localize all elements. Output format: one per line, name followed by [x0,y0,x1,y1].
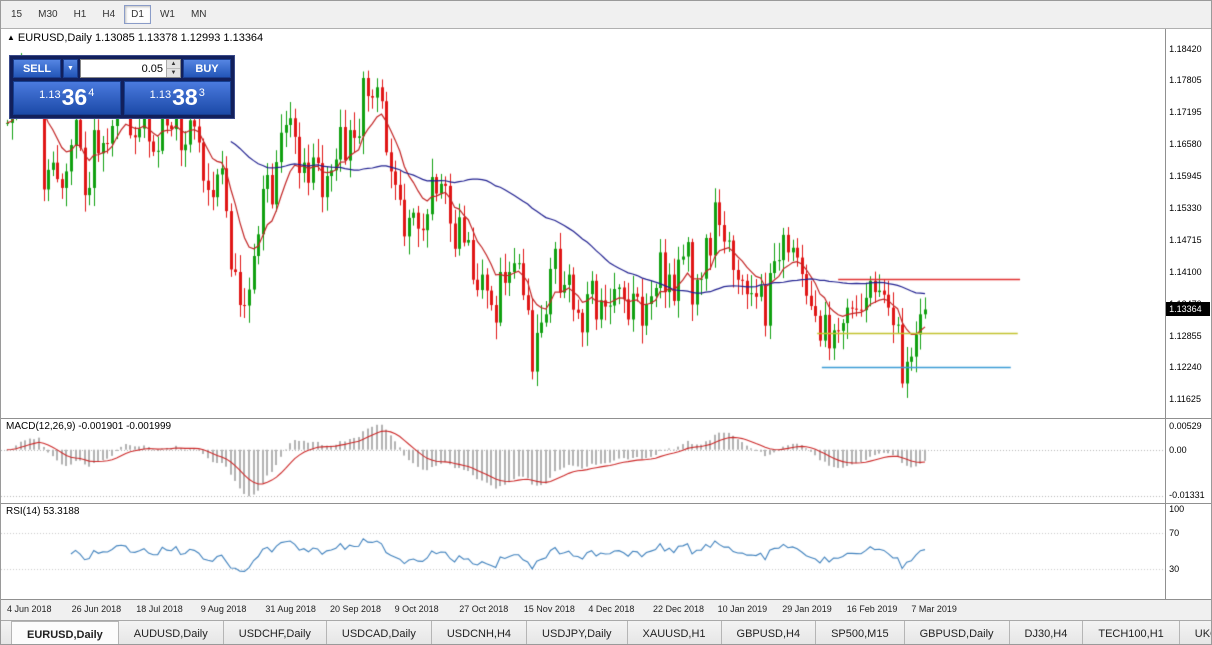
sell-price-pipette: 4 [88,87,95,99]
date-axis-label: 10 Jan 2019 [717,604,768,614]
date-axis-label: 15 Nov 2018 [523,604,575,614]
main-chart-panel: ▲ EURUSD,Daily 1.13085 1.13378 1.12993 1.… [1,29,1211,419]
date-axis-label: 29 Jan 2019 [782,604,832,614]
price-axis-label: 1.16580 [1169,138,1202,149]
timeframe-button-h4[interactable]: H4 [95,5,122,24]
date-axis-label: 4 Jun 2018 [7,604,52,614]
rsi-canvas[interactable] [1,504,1166,598]
timeframe-button-15[interactable]: 15 [4,5,29,24]
symbol-tab[interactable]: GBPUSD,H4 [722,621,817,644]
symbol-tab[interactable]: TECH100,H1 [1083,621,1180,644]
timeframe-button-m30[interactable]: M30 [31,5,64,24]
macd-axis-label: 0.00 [1169,444,1187,455]
date-axis-label: 18 Jul 2018 [136,604,183,614]
order-options-dropdown[interactable]: ▼ [63,59,78,78]
date-axis-label: 26 Jun 2018 [71,604,122,614]
rsi-axis-label: 70 [1169,528,1180,538]
rsi-plot: RSI(14) 53.3188 [1,504,1166,599]
one-click-trade-panel: SELL ▼ ▲ ▼ BUY 1.13364 [9,55,235,119]
buy-price-prefix: 1.13 [149,89,172,101]
buy-price-button[interactable]: 1.13 38 3 [123,81,231,115]
price-axis-label: 1.15330 [1169,203,1202,214]
symbol-tab[interactable]: USDCAD,Daily [327,621,432,644]
date-axis-label: 9 Oct 2018 [394,604,439,614]
rsi-axis[interactable]: 100 70 30 [1165,504,1211,599]
date-axis-label: 7 Mar 2019 [911,604,957,614]
price-axis-label: 1.15945 [1169,171,1202,182]
macd-panel: MACD(12,26,9) -0.001901 -0.001999 0.0052… [1,419,1211,504]
price-axis[interactable]: 1.13364 1.18420 1.17805 1.17195 1.16580 1.15… [1165,29,1211,418]
sell-price-prefix: 1.13 [39,89,61,101]
symbol-tab[interactable]: AUDUSD,Daily [119,621,224,644]
price-axis-label: 1.14715 [1169,234,1202,245]
symbol-tabs-bar: EURUSD,Daily AUDUSD,Daily USDCHF,Daily USDC… [1,621,1211,644]
price-axis-label: 1.14100 [1169,266,1202,277]
symbol-tab[interactable]: DJ30,H4 [1010,621,1084,644]
date-axis-label: 31 Aug 2018 [265,604,316,614]
price-axis-label: 1.12855 [1169,330,1202,341]
timeframe-toolbar: 15 M30 H1 H4 D1 W1 MN [1,1,1211,29]
date-axis-label: 27 Oct 2018 [459,604,509,614]
macd-axis-label: -0.01331 [1169,490,1205,501]
price-axis-label: 1.17805 [1169,75,1202,86]
sell-button[interactable]: SELL [13,59,61,78]
date-axis[interactable]: 4 Jun 2018 26 Jun 2018 18 Jul 2018 9 Aug 20… [1,600,1211,621]
rsi-panel: RSI(14) 53.3188 100 70 30 [1,504,1211,600]
timeframe-button-mn[interactable]: MN [184,5,214,24]
rsi-axis-label: 30 [1169,564,1180,574]
rsi-axis-label: 100 [1169,504,1185,514]
price-axis-label: 1.11625 [1169,394,1201,405]
macd-canvas[interactable] [1,419,1166,502]
macd-axis[interactable]: 0.00529 0.00 -0.01331 [1165,419,1211,503]
symbol-tab[interactable]: SP500,M15 [816,621,905,644]
date-axis-label: 16 Feb 2019 [846,604,898,614]
date-axis-label: 22 Dec 2018 [653,604,705,614]
symbol-tab[interactable]: USDJPY,Daily [527,621,628,644]
buy-price-main: 38 [172,84,198,110]
price-plot: ▲ EURUSD,Daily 1.13085 1.13378 1.12993 1.… [1,29,1166,418]
chart-symbol-label: EURUSD,Daily [17,32,92,44]
price-axis-label: 1.12240 [1169,362,1202,373]
chart-ohlc-values: 1.13085 1.13378 1.12993 1.13364 [94,32,264,44]
date-axis-label: 9 Aug 2018 [200,604,247,614]
symbol-tab[interactable]: UKC [1180,621,1211,644]
chart-title: ▲ EURUSD,Daily 1.13085 1.13378 1.12993 1.… [7,32,263,44]
symbol-tab[interactable]: USDCNH,H4 [432,621,528,644]
price-axis-label: 1.18420 [1169,43,1202,54]
buy-button[interactable]: BUY [183,59,231,78]
date-axis-label: 20 Sep 2018 [330,604,382,614]
chart-symbol-icon: ▲ [7,33,15,42]
macd-axis-label: 0.00529 [1169,421,1202,431]
rsi-label: RSI(14) 53.3188 [6,506,80,517]
volume-input-wrap: ▲ ▼ [80,59,181,78]
volume-increase-button[interactable]: ▲ [167,60,180,69]
timeframe-button-w1[interactable]: W1 [153,5,182,24]
volume-input[interactable] [81,60,166,77]
symbol-tab[interactable]: USDCHF,Daily [224,621,327,644]
macd-plot: MACD(12,26,9) -0.001901 -0.001999 [1,419,1166,503]
symbol-tab[interactable]: GBPUSD,Daily [905,621,1010,644]
timeframe-button-h1[interactable]: H1 [67,5,94,24]
timeframe-button-d1[interactable]: D1 [124,5,151,24]
volume-decrease-button[interactable]: ▼ [167,69,180,77]
price-axis-label: 1.17195 [1169,106,1202,117]
date-axis-label: 4 Dec 2018 [588,604,635,614]
symbol-tab[interactable]: XAUUSD,H1 [628,621,722,644]
sell-price-button[interactable]: 1.13 36 4 [13,81,121,115]
volume-spinner: ▲ ▼ [166,60,180,77]
symbol-tab[interactable]: EURUSD,Daily [11,621,119,644]
macd-label: MACD(12,26,9) -0.001901 -0.001999 [6,421,172,432]
buy-price-pipette: 3 [198,87,205,99]
sell-price-main: 36 [61,84,88,110]
current-price-tag: 1.13364 [1166,302,1210,317]
